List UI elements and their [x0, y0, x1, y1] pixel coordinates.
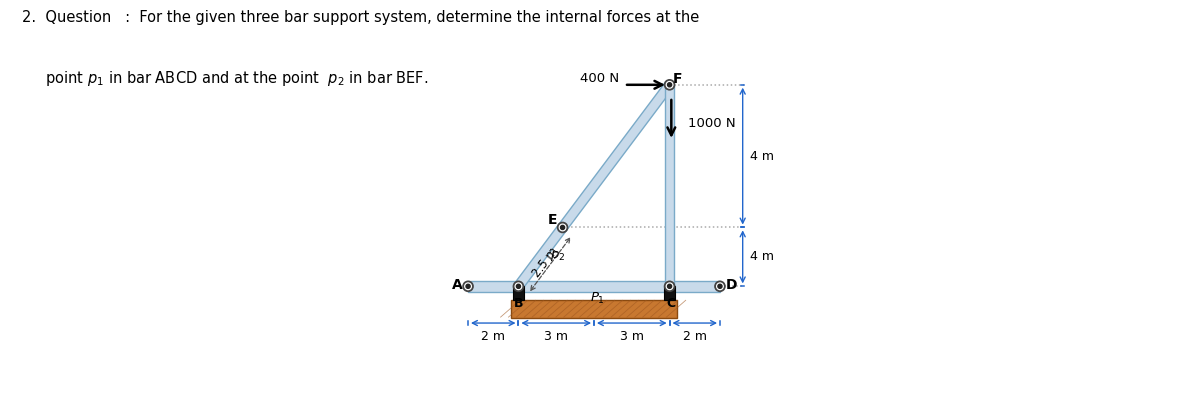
Circle shape	[667, 83, 672, 87]
Circle shape	[718, 284, 722, 288]
Text: 400 N: 400 N	[580, 72, 619, 85]
Text: 1000 N: 1000 N	[688, 117, 736, 130]
Text: D: D	[725, 278, 737, 292]
Text: 3 m: 3 m	[619, 330, 643, 343]
Text: C: C	[666, 297, 676, 310]
Circle shape	[665, 281, 674, 291]
Text: 3 m: 3 m	[545, 330, 569, 343]
Circle shape	[715, 281, 725, 291]
Text: point $p_1$ in bar ABCD and at the point  $p_2$ in bar BEF.: point $p_1$ in bar ABCD and at the point…	[22, 69, 428, 88]
Circle shape	[665, 80, 674, 90]
Polygon shape	[665, 85, 674, 286]
Circle shape	[463, 281, 473, 291]
Circle shape	[560, 225, 565, 229]
Bar	[511, 300, 677, 318]
Text: 2.  Question   :  For the given three bar support system, determine the internal: 2. Question : For the given three bar su…	[22, 10, 698, 25]
Polygon shape	[515, 82, 673, 289]
Bar	[664, 286, 676, 300]
Text: A: A	[452, 278, 463, 292]
Text: 2 m: 2 m	[683, 330, 707, 343]
Circle shape	[516, 284, 521, 288]
Text: B: B	[514, 297, 523, 310]
Text: $P_1$: $P_1$	[590, 291, 605, 306]
Text: 4 m: 4 m	[750, 250, 774, 263]
Bar	[512, 286, 524, 300]
Text: E: E	[547, 213, 557, 227]
Text: F: F	[672, 72, 682, 86]
Text: 4 m: 4 m	[750, 150, 774, 163]
Text: $p_2$: $p_2$	[550, 249, 565, 263]
Circle shape	[667, 284, 672, 288]
Text: 2.5 m: 2.5 m	[529, 245, 560, 280]
Circle shape	[514, 281, 523, 291]
Text: 2 m: 2 m	[481, 330, 505, 343]
Circle shape	[466, 284, 470, 288]
Polygon shape	[468, 281, 720, 292]
Circle shape	[558, 222, 568, 232]
